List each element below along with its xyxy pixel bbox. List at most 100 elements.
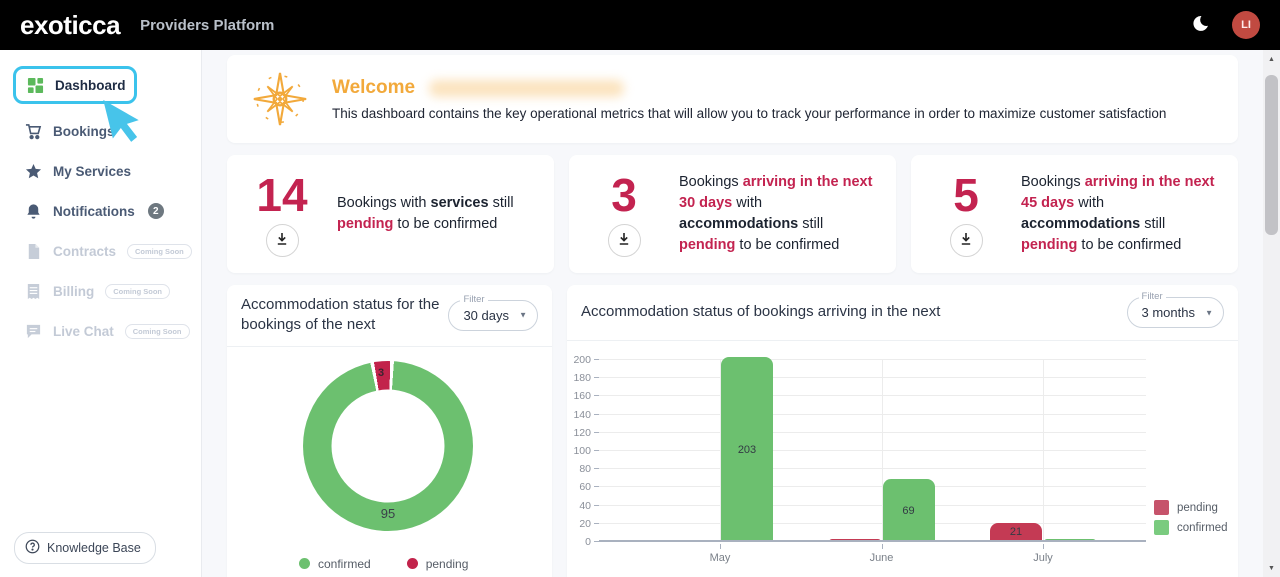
y-axis-tick: [594, 359, 599, 360]
x-axis-tick: [720, 544, 721, 549]
download-icon: [275, 232, 289, 249]
x-axis-line: [599, 540, 1146, 542]
y-axis-tick-label: 20: [579, 517, 591, 530]
y-axis-tick: [594, 431, 599, 433]
legend-item-pending: pending: [406, 557, 468, 571]
gridline-x: [1043, 360, 1044, 542]
sidebar: Dashboard Bookings My Services Notificat…: [0, 50, 202, 577]
gridline-y: [599, 522, 1146, 524]
download-button[interactable]: [607, 223, 641, 257]
filter-value: 30 days: [463, 307, 509, 323]
sidebar-item-bookings[interactable]: Bookings: [14, 116, 201, 146]
legend-label: confirmed: [1177, 521, 1228, 534]
bar-value-label: 21: [1009, 526, 1023, 539]
gridline-y: [599, 450, 1146, 451]
sidebar-label: Contracts: [53, 243, 117, 259]
stat-value: 3: [611, 168, 637, 221]
welcome-body: Welcome This dashboard contains the key …: [332, 77, 1238, 121]
scrollbar-up-arrow[interactable]: ▲: [1268, 55, 1275, 63]
bar-june-confirmed: [882, 479, 935, 542]
bell-icon: [24, 202, 42, 220]
download-icon: [959, 232, 973, 249]
y-axis-tick-label: 40: [579, 499, 591, 512]
legend-item-pending: pending: [1154, 500, 1228, 515]
stat-description: Bookings with services still pending to …: [337, 194, 514, 232]
donut-confirmed-value: 95: [380, 505, 396, 521]
sidebar-label: Dashboard: [55, 77, 126, 93]
sidebar-item-my-services[interactable]: My Services: [14, 156, 201, 186]
bar-value-label: 203: [737, 443, 757, 456]
donut-chart-area: 3 95: [227, 347, 552, 553]
y-axis-tick-label: 120: [573, 426, 591, 439]
sidebar-label: Live Chat: [53, 323, 114, 339]
dark-mode-toggle[interactable]: [1191, 14, 1210, 36]
sidebar-item-dashboard[interactable]: Dashboard: [13, 66, 137, 104]
dashboard-grid-icon: [26, 76, 44, 94]
legend-label: confirmed: [318, 556, 371, 571]
scrollbar-thumb[interactable]: [1265, 75, 1278, 235]
navbar-right: LI: [1191, 11, 1260, 39]
donut-ring: 3 95: [303, 360, 473, 531]
donut-hole: [331, 389, 445, 502]
stat-value: 14: [256, 168, 308, 221]
download-icon: [617, 232, 631, 249]
chevron-down-icon: ▼: [1205, 308, 1213, 317]
filter-label: Filter: [460, 293, 488, 305]
donut-filter-select[interactable]: Filter 30 days ▼: [448, 293, 538, 331]
gridline-y: [599, 468, 1146, 470]
knowledge-base-button[interactable]: Knowledge Base: [14, 532, 156, 564]
donut-legend: confirmed pending: [299, 557, 552, 571]
x-axis-category-label: June: [869, 552, 894, 564]
coming-soon-pill: Coming Soon: [124, 323, 190, 339]
download-button[interactable]: [949, 223, 983, 257]
filter-label: Filter: [1138, 291, 1166, 302]
confirmed-dot: [299, 558, 310, 569]
charts-row: Accommodation status for the bookings of…: [227, 285, 1238, 577]
sidebar-item-notifications[interactable]: Notifications 2: [14, 196, 201, 226]
user-avatar[interactable]: LI: [1232, 11, 1260, 39]
confirmed-swatch: [1154, 520, 1169, 535]
gridline-x: [881, 360, 883, 542]
bar-july-pending: [990, 522, 1042, 542]
moon-icon: [1191, 14, 1210, 36]
sidebar-label: Billing: [53, 283, 95, 299]
sidebar-label: Bookings: [53, 123, 115, 139]
pending-dot: [406, 558, 418, 569]
gridline-x: [720, 360, 721, 542]
bar-filter-select[interactable]: Filter 3 months ▼: [1126, 291, 1224, 328]
gridline-y: [599, 486, 1146, 488]
gridline-y: [599, 395, 1146, 397]
y-axis-tick-label: 100: [573, 445, 591, 457]
vertical-scrollbar: ▲ ▼: [1263, 50, 1280, 577]
y-axis-tick: [594, 541, 599, 542]
x-axis-tick: [1043, 544, 1044, 549]
y-axis-tick-label: 80: [579, 463, 591, 476]
gridline-y: [599, 504, 1146, 506]
scrollbar-down-arrow[interactable]: ▼: [1268, 564, 1275, 572]
stat-card-services-pending: 14 Bookings with services still pending …: [227, 155, 554, 273]
stats-row: 14 Bookings with services still pending …: [227, 155, 1238, 273]
y-axis-tick: [594, 468, 599, 470]
chevron-down-icon: ▼: [519, 310, 527, 320]
y-axis-tick-label: 0: [585, 536, 591, 548]
bar-value-label: 69: [902, 504, 915, 517]
bar-may-confirmed: [721, 357, 773, 542]
y-axis-tick: [594, 395, 599, 397]
x-axis-category-label: July: [1033, 552, 1053, 564]
welcome-card: Welcome This dashboard contains the key …: [227, 55, 1238, 143]
exoticca-logo: exoticca: [20, 9, 121, 40]
download-button[interactable]: [265, 223, 299, 257]
y-axis-tick-label: 200: [573, 354, 591, 366]
star-icon: [24, 162, 42, 180]
bar-plot: 0 20 40 60 80 100 120 140 160 180 200 May 203 June 69 J…: [573, 354, 1146, 564]
y-axis-tick: [594, 504, 599, 506]
welcome-title: Welcome: [332, 77, 416, 98]
cart-icon: [24, 122, 42, 140]
stat-card-arriving-30-days: 3 Bookings arriving in the next 30 days …: [569, 155, 896, 273]
main-content: Welcome This dashboard contains the key …: [202, 50, 1263, 577]
top-navbar: exoticca Providers Platform LI: [0, 0, 1280, 50]
gridline-y: [599, 413, 1146, 415]
y-axis-tick: [594, 377, 599, 379]
legend-item-confirmed: confirmed: [1154, 520, 1228, 535]
